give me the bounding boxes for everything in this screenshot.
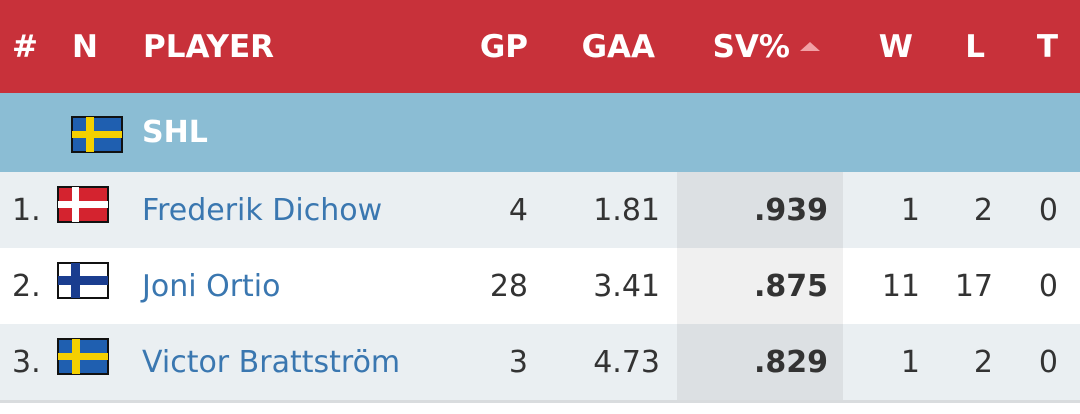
w: 11 xyxy=(881,268,920,304)
l: 17 xyxy=(954,268,993,304)
rank: 2. xyxy=(12,268,41,304)
t: 0 xyxy=(1038,344,1058,380)
league-row: SHL xyxy=(0,93,1080,172)
svp: .829 xyxy=(753,344,828,380)
gp: 28 xyxy=(489,268,528,304)
league-name[interactable]: SHL xyxy=(142,115,208,150)
header-w[interactable]: W xyxy=(878,28,913,65)
header-row: # N PLAYER GP GAA SV% W L T xyxy=(0,0,1080,93)
header-l[interactable]: L xyxy=(965,28,985,65)
t: 0 xyxy=(1038,268,1058,304)
flag-sweden xyxy=(71,116,123,153)
gaa: 4.73 xyxy=(593,344,660,380)
sort-column-highlight xyxy=(677,172,843,248)
player-row: 3. Victor Brattström 3 4.73 .829 1 2 0 xyxy=(0,324,1080,400)
w: 1 xyxy=(900,344,920,380)
rank: 1. xyxy=(12,192,41,228)
gaa: 1.81 xyxy=(593,192,660,228)
header-svp[interactable]: SV% xyxy=(712,28,790,65)
sort-arrow[interactable] xyxy=(798,40,822,52)
header-t[interactable]: T xyxy=(1036,28,1058,65)
sort-column-highlight xyxy=(677,248,843,324)
flag xyxy=(57,262,109,299)
header-gaa[interactable]: GAA xyxy=(581,28,655,65)
player-row: 2. Joni Ortio 28 3.41 .875 11 17 0 xyxy=(0,248,1080,324)
gaa: 3.41 xyxy=(593,268,660,304)
header-gp[interactable]: GP xyxy=(479,28,528,65)
player-name[interactable]: Victor Brattström xyxy=(142,344,401,380)
player-name[interactable]: Joni Ortio xyxy=(142,268,281,304)
header-player[interactable]: PLAYER xyxy=(143,28,274,65)
rank: 3. xyxy=(12,344,41,380)
t: 0 xyxy=(1038,192,1058,228)
gp: 3 xyxy=(508,344,528,380)
gp: 4 xyxy=(508,192,528,228)
w: 1 xyxy=(900,192,920,228)
flag xyxy=(57,338,109,375)
svp: .939 xyxy=(753,192,828,228)
header-nat: N xyxy=(72,28,98,65)
header-rank: # xyxy=(12,28,38,65)
player-name[interactable]: Frederik Dichow xyxy=(142,192,383,228)
l: 2 xyxy=(973,192,993,228)
l: 2 xyxy=(973,344,993,380)
sort-column-highlight xyxy=(677,324,843,400)
player-row: 1. Frederik Dichow 4 1.81 .939 1 2 0 xyxy=(0,172,1080,248)
flag xyxy=(57,186,109,223)
svp: .875 xyxy=(753,268,828,304)
bottom-border xyxy=(0,400,1080,403)
